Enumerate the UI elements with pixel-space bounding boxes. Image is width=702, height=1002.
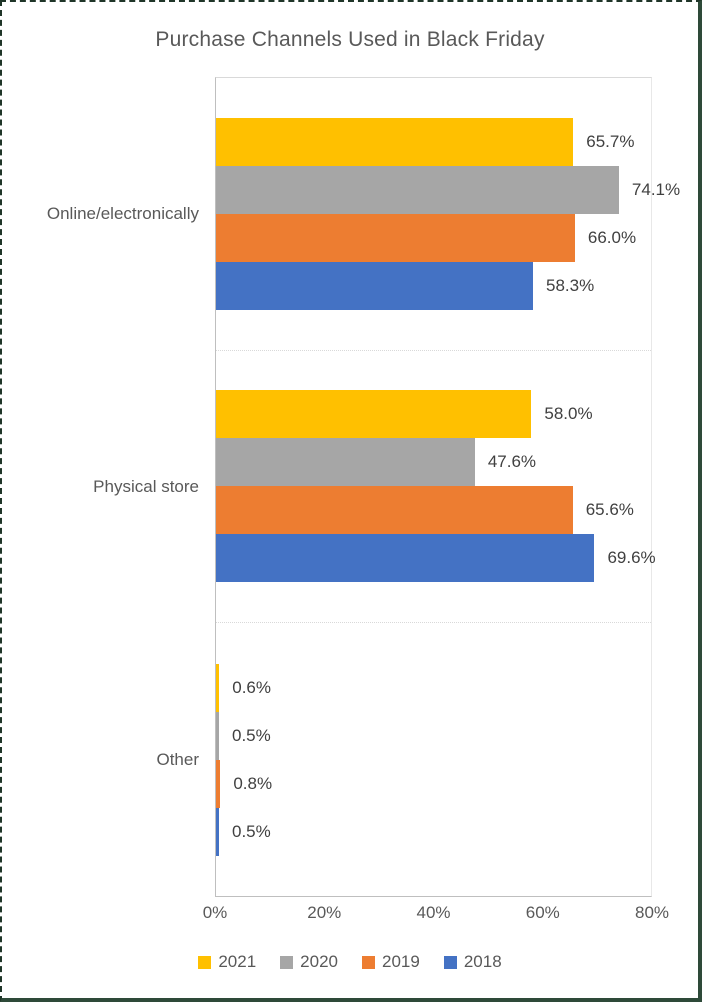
bar-row-online-electronically-2018: 58.3% (216, 261, 651, 310)
y-axis-category-labels: Online/electronically Physical store Other (2, 77, 207, 897)
bar-2019-physical-store (216, 486, 573, 535)
x-tick-label-40: 40% (416, 903, 451, 922)
category-label-physical-store: Physical store (93, 476, 199, 496)
data-label-2019-online-electronically: 66.0% (587, 227, 637, 247)
bar-row-physical-store-2020: 47.6% (216, 438, 651, 487)
bar-row-online-electronically-2020: 74.1% (216, 165, 680, 214)
bar-row-online-electronically-2019: 66.0% (216, 213, 651, 262)
bar-2018-other (216, 807, 219, 856)
legend: 2021 2020 2019 2018 (2, 952, 698, 972)
bar-row-online-electronically-2021: 65.7% (216, 117, 651, 166)
bar-2018-online-electronically (216, 261, 533, 310)
data-label-2019-other: 0.8% (233, 773, 273, 793)
data-label-2021-online-electronically: 65.7% (586, 131, 635, 151)
bar-row-physical-store-2018: 69.6% (216, 534, 656, 583)
legend-item-2019: 2019 (362, 952, 420, 972)
data-label-2019-physical-store: 65.6% (585, 500, 634, 520)
category-band-other: 0.6% 0.5% 0.8% 0.5% (216, 623, 651, 896)
legend-item-2020: 2020 (280, 952, 338, 972)
data-label-2018-other: 0.5% (232, 821, 271, 841)
plot-area: 65.7% 74.1% 66.0% 58.3% 58.0% 47.6% 65.6% 69.6%… (215, 77, 680, 897)
bar-2019-online-electronically (216, 213, 575, 262)
bar-2020-online-electronically (216, 165, 619, 214)
legend-swatch-icon (362, 955, 375, 969)
legend-item-2021: 2021 (198, 952, 256, 972)
data-label-2020-physical-store: 47.6% (487, 452, 537, 472)
legend-label-2019: 2019 (382, 952, 420, 971)
bar-row-other-2019: 0.8% (216, 759, 651, 808)
legend-label-2020: 2020 (300, 952, 338, 971)
bar-2021-other (216, 663, 220, 712)
data-label-2020-other: 0.5% (232, 725, 271, 745)
x-tick-label-80: 80% (634, 903, 670, 922)
bar-2021-online-electronically (216, 117, 574, 166)
category-label-online-electronically: Online/electronically (46, 203, 199, 223)
x-tick-label-0: 0% (202, 903, 228, 922)
legend-swatch-icon (280, 955, 294, 969)
bar-2019-other (216, 759, 221, 808)
legend-swatch-icon (198, 955, 212, 969)
bar-row-other-2018: 0.5% (216, 807, 651, 856)
category-band-online-electronically: 65.7% 74.1% 66.0% 58.3% (216, 78, 680, 351)
x-axis-tick-labels: 0% 20% 40% 60% 80% (203, 903, 669, 927)
bar-2020-other (216, 711, 219, 760)
data-label-2020-online-electronically: 74.1% (631, 179, 681, 199)
legend-item-2018: 2018 (443, 952, 502, 972)
bar-row-physical-store-2021: 58.0% (216, 390, 651, 439)
legend-label-2021: 2021 (218, 952, 257, 971)
data-label-2018-physical-store: 69.6% (607, 548, 656, 568)
legend-label-2018: 2018 (463, 952, 502, 971)
data-label-2021-physical-store: 58.0% (544, 404, 593, 424)
legend-swatch-icon (443, 955, 457, 969)
category-band-physical-store: 58.0% 47.6% 65.6% 69.6% (216, 351, 656, 624)
bar-row-other-2020: 0.5% (216, 711, 651, 760)
data-label-2021-other: 0.6% (232, 677, 271, 697)
bar-2021-physical-store (216, 390, 532, 439)
bar-2018-physical-store (216, 534, 595, 583)
data-label-2018-online-electronically: 58.3% (546, 275, 595, 295)
bar-2020-physical-store (216, 438, 475, 487)
category-label-other: Other (156, 750, 199, 770)
x-tick-label-60: 60% (525, 903, 560, 922)
x-tick-label-20: 20% (307, 903, 342, 922)
bar-row-other-2021: 0.6% (216, 663, 651, 712)
bar-row-physical-store-2019: 65.6% (216, 486, 651, 535)
chart-title: Purchase Channels Used in Black Friday (155, 28, 545, 51)
